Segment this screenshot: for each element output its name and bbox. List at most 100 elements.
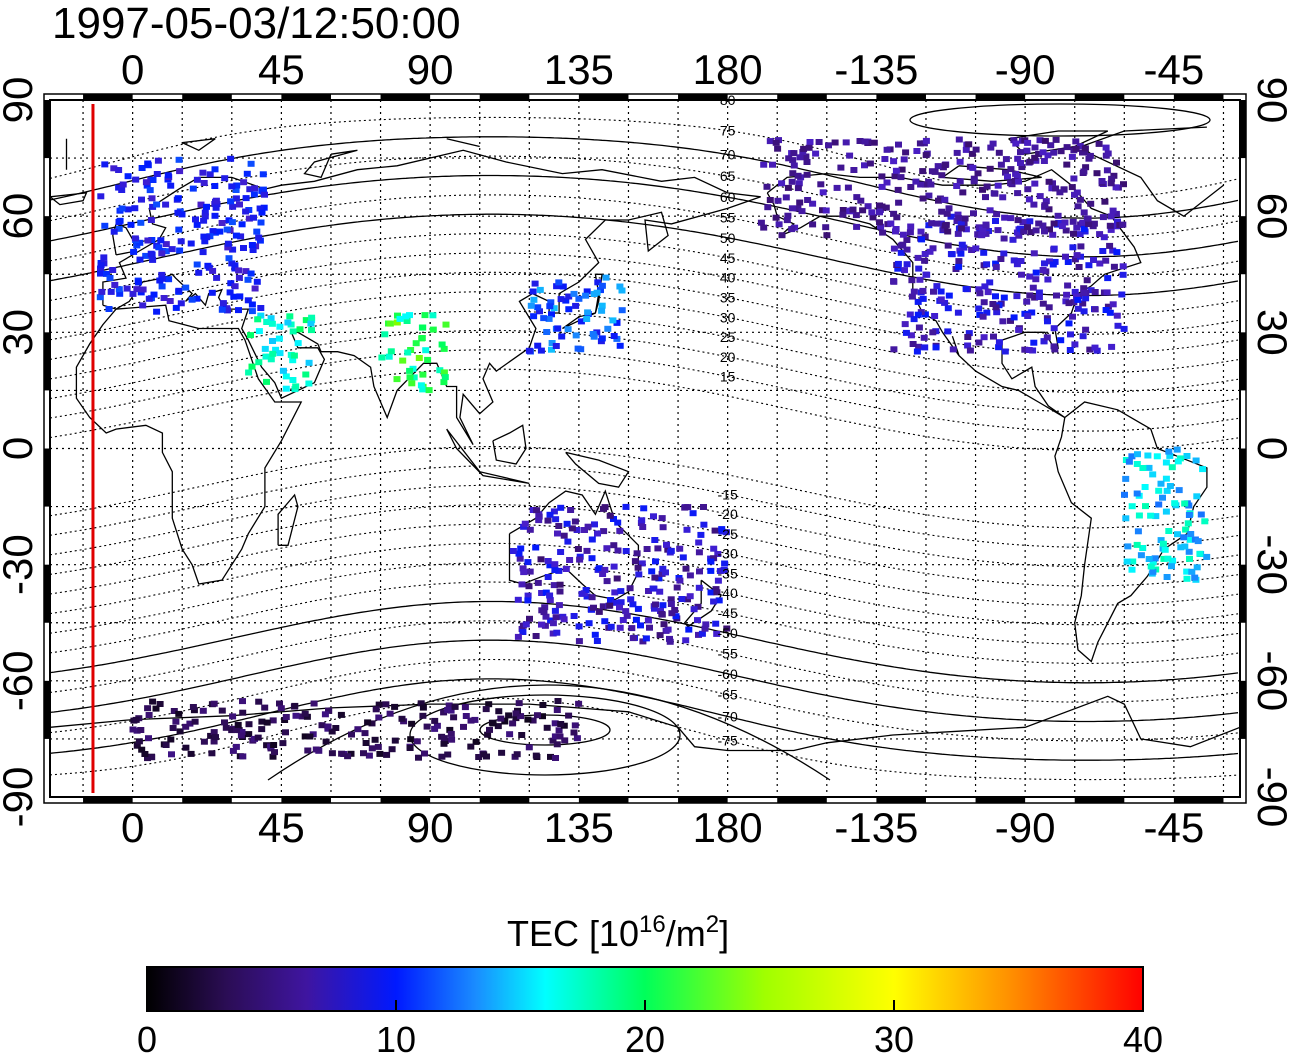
tec-cell [535, 517, 543, 524]
tec-cell [419, 371, 427, 378]
tec-cell [1053, 292, 1060, 299]
tec-cell [920, 334, 928, 341]
tec-cell [964, 334, 972, 340]
tec-cell [444, 751, 452, 758]
tec-cell [451, 703, 459, 710]
contour-label: 25 [720, 329, 736, 345]
tec-cell [1102, 144, 1110, 151]
tec-cell [441, 374, 449, 381]
tec-cell [570, 290, 578, 297]
tec-cell [1024, 139, 1032, 146]
tec-cell [635, 571, 643, 578]
tec-cell [1014, 155, 1022, 162]
x-tick-label-top: -135 [834, 46, 918, 93]
tec-cell [560, 722, 568, 729]
tec-cell [994, 182, 1002, 189]
tec-cell [563, 520, 571, 527]
tec-cell [902, 329, 910, 336]
tec-cell [668, 610, 676, 617]
tec-cell [251, 285, 259, 292]
tec-cell [1086, 346, 1094, 353]
tec-cell [583, 593, 591, 600]
tec-cell [1181, 543, 1189, 550]
y-tick-label-left: -30 [0, 534, 41, 595]
tec-cell [375, 714, 383, 721]
tec-cell [263, 742, 271, 749]
tec-cell [410, 374, 418, 381]
tec-cell [878, 183, 886, 190]
tec-cell [294, 340, 302, 347]
tec-cell [544, 558, 552, 564]
tec-cell [1184, 520, 1192, 527]
tec-cell [937, 296, 945, 303]
tec-cell [1142, 503, 1149, 510]
tec-cell [1063, 291, 1071, 298]
tec-cell [1096, 231, 1104, 238]
tec-cell [386, 320, 394, 327]
tec-cell [958, 241, 966, 248]
y-tick-label-left: 60 [0, 193, 41, 240]
frame-tick-segment [44, 680, 50, 739]
tec-cell [658, 610, 666, 617]
tec-cell [1109, 301, 1117, 308]
tec-cell [643, 546, 651, 552]
tec-cell [1045, 178, 1053, 185]
tec-cell [1063, 161, 1071, 168]
tec-cell [251, 185, 258, 192]
tec-cell [655, 575, 663, 582]
tec-cell [354, 726, 362, 733]
tec-cell [789, 157, 797, 164]
tec-cell [402, 313, 410, 320]
x-tick-label-bottom: 0 [121, 804, 144, 851]
tec-cell [584, 309, 592, 316]
tec-cell [933, 220, 941, 227]
tec-cell [394, 312, 401, 319]
tec-cell [944, 228, 952, 235]
tec-cell [970, 210, 977, 217]
tec-cell [552, 755, 559, 761]
tec-cell [800, 145, 808, 152]
tec-cell [999, 318, 1007, 325]
tec-cell [301, 710, 309, 717]
tec-cell [133, 742, 141, 749]
y-tick-label-left: -90 [0, 767, 41, 828]
tec-cell [237, 233, 245, 240]
tec-cell [419, 324, 427, 331]
tec-cell [941, 299, 949, 306]
tec-cell [247, 270, 255, 277]
frame-tick-segment [678, 94, 728, 100]
frame-tick-segment [1240, 448, 1246, 507]
tec-cell [1000, 235, 1008, 242]
tec-cell [1024, 224, 1031, 231]
tec-cell [1050, 149, 1058, 156]
tec-cell [721, 560, 729, 567]
tec-cell [1104, 303, 1112, 310]
x-tick-label-top: -90 [995, 46, 1056, 93]
tec-cell [538, 590, 546, 596]
tec-cell [760, 161, 768, 168]
tec-cell [255, 698, 263, 705]
tec-cell [555, 602, 563, 609]
tec-cell [154, 157, 162, 164]
tec-cell [1046, 226, 1053, 233]
tec-cell [1162, 508, 1170, 515]
tec-cell [723, 625, 731, 632]
tec-cell [550, 305, 558, 312]
tec-cell [652, 558, 659, 565]
tec-cell [138, 196, 145, 203]
tec-cell [152, 705, 160, 712]
tec-cell [540, 315, 548, 322]
tec-cell [1090, 257, 1097, 263]
tec-cell [256, 205, 264, 212]
tec-cell [524, 716, 532, 723]
tec-cell [166, 298, 174, 304]
tec-cell [138, 746, 146, 753]
tec-cell [853, 223, 861, 230]
tec-cell [429, 312, 437, 319]
tec-cell [794, 205, 802, 212]
tec-cell [1083, 277, 1091, 284]
tec-cell [155, 244, 163, 251]
tec-cell [682, 565, 690, 572]
tec-cell [536, 308, 543, 315]
tec-cell [1044, 276, 1052, 283]
